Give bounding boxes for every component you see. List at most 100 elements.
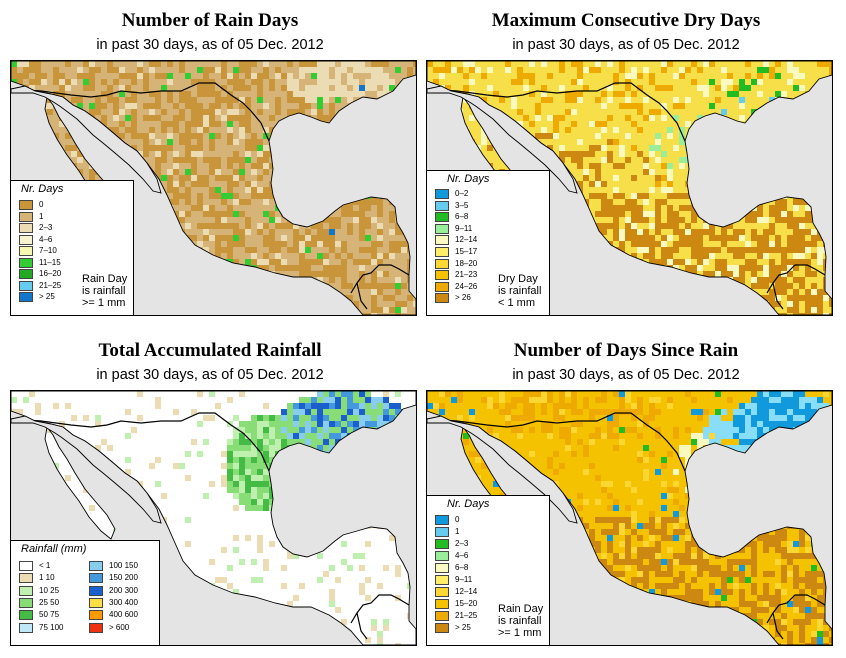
note-line: >= 1 mm <box>498 627 542 639</box>
legend-swatch <box>19 585 33 596</box>
panel-subtitle: in past 30 days, as of 05 Dec. 2012 <box>96 37 324 53</box>
legend-swatch <box>435 293 449 304</box>
definition-note: Rain Day is rainfall >= 1 mm <box>82 273 127 309</box>
legend-swatch <box>19 269 33 279</box>
legend-label: 150 200 <box>109 573 138 583</box>
gulf-of-california <box>11 415 162 524</box>
legend-swatch <box>89 610 103 621</box>
legend-label: 25 50 <box>39 597 60 607</box>
note-line: Dry Day <box>498 273 538 285</box>
legend-swatch <box>435 235 449 246</box>
legend-label: 12–14 <box>455 587 478 596</box>
legend-label: 3–5 <box>455 200 469 210</box>
country-border <box>766 264 826 310</box>
map-svg <box>11 391 416 645</box>
gulf-of-california <box>11 85 162 194</box>
note-line: Rain Day <box>498 603 544 615</box>
legend-swatch <box>435 270 449 281</box>
legend-swatch <box>435 575 449 585</box>
legend-swatch <box>435 563 449 573</box>
legend-swatch <box>19 223 33 233</box>
note-line: >= 1 mm <box>82 297 126 309</box>
definition-note: Dry Day is rainfall < 1 mm <box>498 273 541 309</box>
legend-label: 6–8 <box>455 212 469 222</box>
baja-coastline <box>44 425 116 540</box>
legend-swatch <box>19 257 33 268</box>
legend: Nr. Days 0 1 2–3 4–6 7–10 11–15 16–20 21–25 > 25 <box>10 180 134 316</box>
legend-swatch <box>19 211 33 222</box>
country-border <box>11 412 270 472</box>
legend-label: 21–25 <box>39 280 62 290</box>
legend-swatch <box>89 597 103 608</box>
panel-dry-days: Maximum Consecutive Dry Days in past 30 … <box>416 0 836 322</box>
legend-swatch <box>19 597 33 608</box>
legend-label: 9–11 <box>455 223 473 233</box>
legend-swatch <box>19 622 33 633</box>
legend-title: Nr. Days <box>447 173 490 185</box>
legend-swatch <box>19 561 33 571</box>
panel-title: Total Accumulated Rainfall <box>98 340 322 361</box>
legend-label: 2–3 <box>455 539 469 548</box>
legend-swatch <box>19 610 33 621</box>
legend: Nr. Days 0–2 3–5 6–8 9–11 12–14 15–17 18–20 21–… <box>426 170 550 316</box>
legend-swatch <box>19 292 33 302</box>
panel-subtitle: in past 30 days, as of 05 Dec. 2012 <box>512 367 740 383</box>
legend-swatch <box>435 247 449 257</box>
legend-label: 75 100 <box>39 622 64 632</box>
panel-title: Number of Days Since Rain <box>513 340 739 361</box>
legend: Rainfall (mm) < 1 1 10 10 25 25 50 50 75 75 1… <box>10 540 160 646</box>
legend-label: 21–23 <box>455 270 478 280</box>
legend-label: 0–2 <box>455 189 469 198</box>
legend-label: 11–15 <box>39 257 61 267</box>
legend-label: > 26 <box>455 293 471 303</box>
legend-label: 0 <box>39 200 44 209</box>
legend-swatch <box>435 223 449 234</box>
legend-swatch <box>435 599 449 609</box>
legend-label: 2–3 <box>39 223 53 232</box>
legend-swatch <box>435 515 449 525</box>
legend-label: 400 600 <box>109 610 138 620</box>
legend-label: 6–8 <box>455 563 469 572</box>
note-line: is rainfall <box>498 615 542 627</box>
legend-label: 24–26 <box>455 281 478 291</box>
panel-days-since-rain: Number of Days Since Rain in past 30 day… <box>416 330 836 652</box>
note-line: is rainfall <box>82 285 126 297</box>
panel-rain-days: Number of Rain Days in past 30 days, as … <box>0 0 420 322</box>
legend-label: 12–14 <box>455 235 478 245</box>
legend-swatch <box>435 551 449 561</box>
legend-swatch <box>435 281 449 292</box>
legend-swatch <box>19 200 33 210</box>
legend-swatch <box>435 527 449 537</box>
country-border <box>427 82 686 142</box>
note-line: Rain Day <box>82 273 128 285</box>
legend-swatch <box>19 280 33 291</box>
legend-swatch <box>435 189 449 199</box>
panel-title: Number of Rain Days <box>121 10 299 31</box>
panel-subtitle: in past 30 days, as of 05 Dec. 2012 <box>512 37 740 53</box>
legend-label: 1 <box>455 527 460 536</box>
panel-subtitle: in past 30 days, as of 05 Dec. 2012 <box>96 367 324 383</box>
legend-swatch <box>435 623 449 633</box>
legend-label: 4–6 <box>455 551 469 560</box>
legend-title: Rainfall (mm) <box>21 543 87 555</box>
legend-label: > 25 <box>455 623 471 632</box>
legend-label: 4–6 <box>39 234 53 244</box>
legend-label: 200 300 <box>109 585 138 595</box>
legend-label: 0 <box>455 515 460 524</box>
country-border <box>11 82 270 142</box>
legend-swatch <box>89 585 103 596</box>
legend-label: > 600 <box>109 622 130 632</box>
legend-label: 18–20 <box>455 258 478 268</box>
legend-swatch <box>435 611 449 621</box>
legend-label: 15–20 <box>455 599 478 608</box>
legend-title: Nr. Days <box>447 498 490 510</box>
legend-label: 100 150 <box>109 561 138 570</box>
legend-swatch <box>435 587 449 597</box>
legend-swatch <box>435 212 449 223</box>
legend-swatch <box>89 573 103 584</box>
legend-label: 10 25 <box>39 585 60 595</box>
note-line: < 1 mm <box>498 297 535 309</box>
legend-label: > 25 <box>39 292 55 301</box>
gulf-of-california <box>427 415 578 524</box>
country-border <box>350 264 410 310</box>
